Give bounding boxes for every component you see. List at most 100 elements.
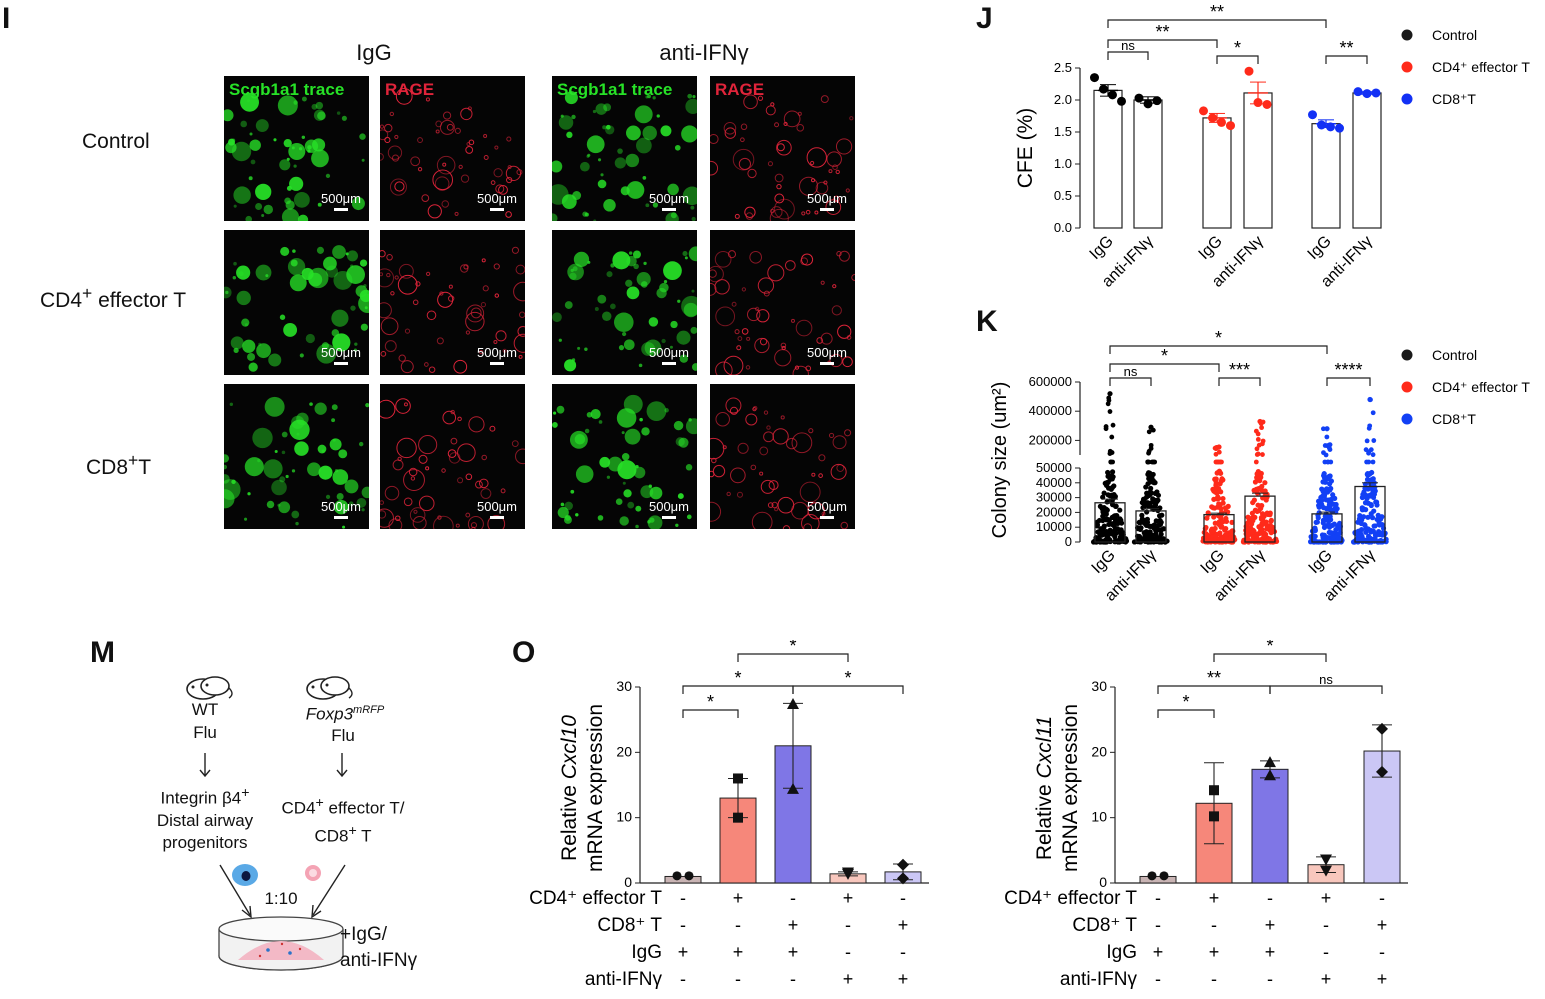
data-point <box>1335 123 1344 133</box>
legend-label: Control <box>1432 347 1477 363</box>
data-point <box>1209 811 1219 822</box>
condition-label: CD8⁺ T <box>597 915 662 936</box>
data-point <box>1251 497 1257 503</box>
data-point <box>1324 426 1330 432</box>
legend-label: CD8⁺T <box>1432 411 1476 427</box>
data-point <box>1140 505 1146 511</box>
data-point <box>1359 517 1365 523</box>
data-point <box>1366 459 1372 465</box>
data-point <box>1252 514 1258 520</box>
data-point <box>1254 446 1260 452</box>
condition-value: - <box>1267 969 1273 989</box>
condition-value: + <box>1377 969 1388 989</box>
significance-bracket <box>682 709 739 718</box>
significance-label: ** <box>1210 2 1224 22</box>
data-point <box>1148 424 1154 430</box>
y-tick-label: 200000 <box>1029 432 1072 447</box>
data-point <box>1213 533 1219 539</box>
stain-label-rage: RAGE <box>715 80 765 99</box>
data-point <box>1245 514 1251 520</box>
data-point <box>1108 486 1114 492</box>
bar <box>1352 92 1382 229</box>
significance-bracket <box>1107 51 1149 60</box>
data-point <box>1135 534 1141 540</box>
data-point <box>1363 529 1369 535</box>
data-point <box>1111 514 1117 521</box>
y-axis-label: Colony size (um²) <box>989 382 1011 539</box>
legend-label: CD8⁺T <box>1432 91 1476 107</box>
condition-value: - <box>680 969 686 989</box>
panel-letter-o: O <box>512 636 536 669</box>
data-point <box>1359 507 1366 513</box>
data-point <box>1105 479 1111 485</box>
schematic-graphics <box>186 676 353 971</box>
data-point <box>1326 122 1335 132</box>
scale-bar: 500μm <box>321 345 361 365</box>
y-tick-label: 10 <box>1091 809 1107 825</box>
y-tick-label: 10000 <box>1036 519 1072 534</box>
data-point <box>1370 410 1376 416</box>
data-point <box>1353 87 1363 97</box>
data-point <box>1265 524 1271 531</box>
significance-bracket <box>792 685 904 694</box>
data-point <box>1145 536 1151 542</box>
data-point <box>1109 529 1115 535</box>
data-point <box>1214 470 1220 476</box>
data-point <box>1264 756 1276 768</box>
data-point <box>787 697 799 709</box>
y-tick-label: 400000 <box>1029 403 1072 418</box>
significance-bracket <box>1109 377 1152 386</box>
condition-label: CD4⁺ effector T <box>529 888 662 909</box>
legend-marker <box>1401 413 1413 425</box>
organoid-texture <box>380 398 525 529</box>
data-point <box>1320 854 1332 866</box>
legend-marker <box>1401 349 1413 361</box>
data-point <box>1268 517 1274 524</box>
data-point <box>1148 523 1154 529</box>
significance-bracket <box>1326 377 1371 386</box>
data-point <box>1153 531 1159 537</box>
condition-value: - <box>680 915 686 935</box>
data-point <box>1099 84 1108 94</box>
micrograph-rage: 500μm <box>380 230 525 375</box>
data-point <box>1094 519 1101 525</box>
significance-label: * <box>1161 346 1168 366</box>
data-point <box>1144 509 1150 515</box>
scale-bar: 500μm <box>807 499 847 519</box>
data-point <box>787 782 799 794</box>
y-tick-label: 10 <box>616 809 632 825</box>
row-title-control: Control <box>82 130 150 153</box>
micrograph-rage: 500μm <box>380 384 525 529</box>
data-point <box>1362 500 1369 506</box>
data-point <box>1373 533 1379 539</box>
data-point <box>1154 498 1160 505</box>
legend-marker <box>1401 61 1413 73</box>
scale-bar: 500μm <box>649 191 689 211</box>
condition-value: - <box>1267 888 1273 908</box>
data-point <box>1264 769 1276 781</box>
data-point <box>1140 496 1147 502</box>
condition-value: + <box>1265 942 1276 962</box>
organoid-texture <box>710 250 855 375</box>
bar <box>1139 875 1177 884</box>
y-axis-label-line2: mRNA expression <box>1059 704 1082 872</box>
arrow-down-icon <box>199 753 348 778</box>
data-point <box>1222 527 1228 533</box>
converging-arrows-icon <box>219 864 346 919</box>
data-point <box>1220 495 1226 502</box>
data-point <box>1090 73 1099 83</box>
column-title-igg: IgG <box>356 40 392 65</box>
condition-value: + <box>843 969 854 989</box>
significance-bracket <box>1269 685 1383 694</box>
significance-bracket <box>1213 653 1327 662</box>
data-point <box>1254 471 1260 477</box>
condition-value: - <box>790 969 796 989</box>
data-point <box>1216 495 1222 502</box>
bar <box>1311 123 1341 229</box>
data-point <box>1148 485 1154 491</box>
condition-label: anti-IFNγ <box>585 969 663 990</box>
data-point <box>1360 491 1366 498</box>
data-point <box>1107 448 1113 454</box>
y-axis-label: CFE (%) <box>1014 108 1037 189</box>
